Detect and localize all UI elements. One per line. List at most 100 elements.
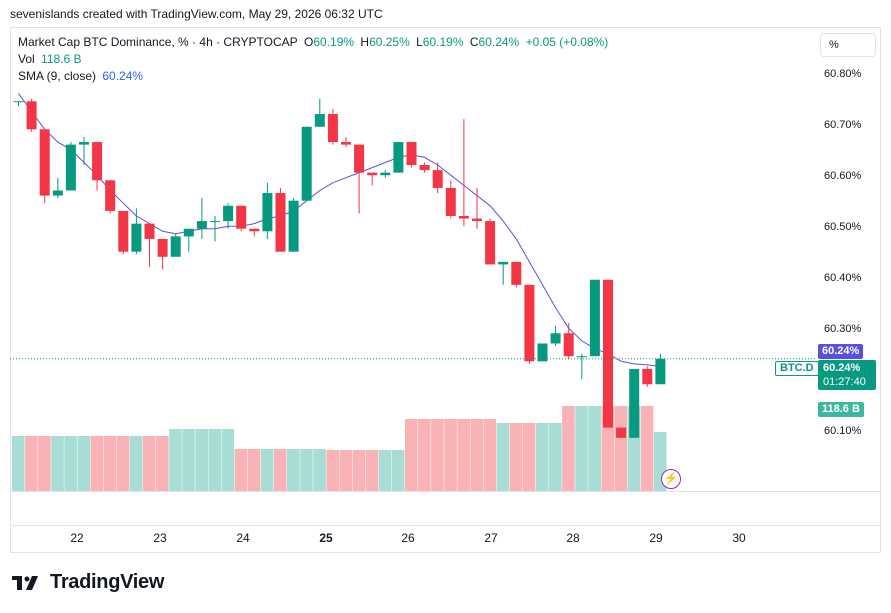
tradingview-logo[interactable]: TradingView — [12, 571, 164, 594]
candle-body — [354, 144, 365, 173]
legend-low: 60.19% — [422, 35, 464, 49]
candle-body — [419, 165, 430, 171]
y-tick-label: 60.40% — [824, 272, 862, 284]
volume-bar — [77, 436, 91, 491]
candle-body — [210, 221, 220, 223]
volume-bar — [208, 429, 222, 491]
chart-frame[interactable] — [10, 27, 881, 553]
candle-body — [236, 205, 247, 229]
candle-body — [380, 172, 391, 176]
candle-body — [642, 368, 653, 385]
volume-bar — [640, 406, 654, 491]
lightning-icon[interactable]: ⚡ — [661, 469, 681, 489]
axes: 60.10%60.20%60.30%60.40%60.50%60.60%60.7… — [10, 68, 881, 545]
candle-body — [524, 284, 535, 362]
volume-bar — [38, 436, 51, 491]
candle-body — [157, 238, 168, 257]
candle-body — [170, 236, 181, 257]
legend-close: 60.24% — [478, 35, 520, 49]
volume-bar — [273, 449, 287, 491]
legend-sma: SMA (9, close) 60.24% — [18, 69, 146, 83]
volume-bar — [365, 450, 379, 491]
volume-bar — [300, 449, 313, 491]
legend-low-label: L — [416, 35, 423, 49]
legend-close-label: C — [469, 35, 479, 49]
volume-bar — [142, 436, 156, 491]
volume-bar — [483, 419, 497, 491]
volume-bar — [391, 450, 405, 491]
logo-text: TradingView — [50, 571, 165, 593]
x-tick-label: 24 — [236, 531, 250, 545]
volume-bar — [588, 406, 601, 491]
candle-body — [655, 358, 666, 385]
candle-body — [576, 356, 587, 358]
candle-body — [537, 343, 548, 362]
volume-bar — [25, 436, 38, 491]
volume-bar — [287, 449, 300, 491]
x-tick-label: 27 — [484, 531, 498, 545]
volume-bar — [221, 429, 235, 491]
x-tick-label: 30 — [732, 531, 746, 545]
volume-tag: 118.6 B — [818, 402, 864, 417]
volume-bar — [129, 436, 143, 491]
last-price-value: 60.24% — [823, 362, 861, 374]
candle-body — [288, 200, 299, 252]
candle-body — [223, 205, 234, 222]
volume-bar — [64, 436, 77, 491]
candle-body — [616, 427, 627, 438]
y-tick-label: 60.10% — [824, 425, 862, 437]
candle-body — [26, 101, 37, 130]
y-tick-label: 60.50% — [824, 221, 862, 233]
legend-high-label: H — [360, 35, 370, 49]
y-tick-label: 60.60% — [824, 170, 862, 182]
candle-body — [52, 190, 63, 196]
y-tick-label: 60.80% — [824, 68, 862, 80]
candle-body — [563, 333, 574, 357]
last-price-tag: 60.24% 01:27:40 — [818, 360, 876, 390]
legend-vol-label: Vol — [18, 52, 35, 66]
volume-bar — [103, 436, 117, 491]
legend-volume: Vol 118.6 B — [18, 52, 85, 66]
candle-body — [314, 114, 325, 127]
candle-body — [183, 228, 194, 237]
volume-bar — [247, 449, 261, 491]
legend-high: 60.25% — [369, 35, 410, 49]
candle-body — [341, 142, 351, 145]
legend-change: +0.05 (+0.08%) — [525, 35, 609, 49]
y-tick-label: 60.30% — [824, 323, 862, 335]
candle-body — [131, 223, 142, 252]
volume-bar — [522, 423, 536, 491]
volume-bar — [470, 419, 484, 491]
volume-bar — [575, 406, 588, 491]
legend-vol-value: 118.6 B — [41, 52, 82, 66]
candle-body — [13, 101, 24, 103]
volume-bar — [404, 419, 418, 491]
volume-bar — [116, 436, 130, 491]
candle-body — [603, 279, 613, 428]
volume-bar — [313, 449, 326, 491]
candle-body — [393, 142, 404, 173]
volume-bar — [496, 423, 510, 491]
candle-body — [92, 142, 103, 181]
legend-sma-label: SMA (9, close) — [18, 69, 97, 83]
symbol-tag: BTC.D — [775, 361, 819, 376]
volume-bar — [549, 423, 562, 491]
candle-body — [367, 172, 378, 176]
percent-scale-button[interactable]: % — [820, 33, 876, 57]
volume-bar — [444, 419, 457, 491]
candle-body — [144, 223, 155, 239]
volume-bar — [182, 429, 195, 491]
volume-bar — [535, 423, 549, 491]
volume-bar — [339, 450, 353, 491]
candle-body — [118, 210, 129, 252]
candle-body — [458, 215, 469, 219]
candle-body — [629, 368, 640, 438]
sma-polyline — [18, 93, 661, 367]
volume-bar — [11, 436, 25, 491]
candle-body — [498, 261, 509, 265]
candle-body — [262, 193, 273, 232]
x-tick-label: 25 — [319, 531, 333, 545]
volume-bar — [418, 419, 431, 491]
tradingview-logo-icon — [12, 575, 38, 590]
